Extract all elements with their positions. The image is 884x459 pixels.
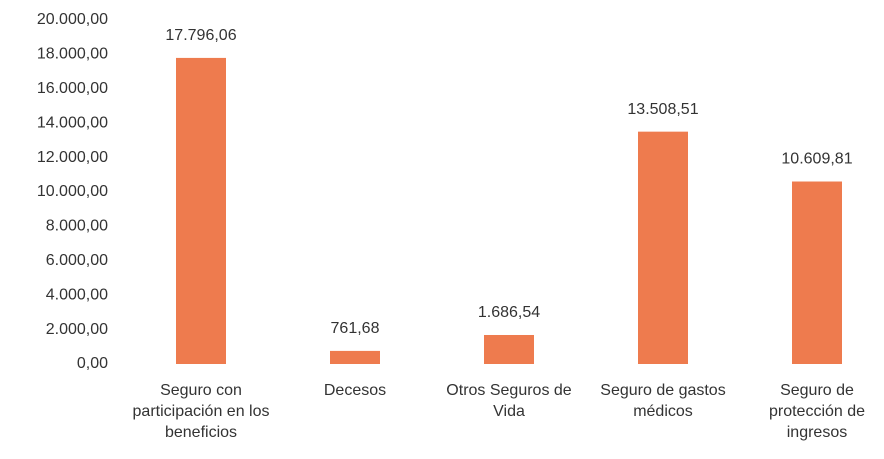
y-tick-label: 16.000,00: [37, 80, 108, 97]
x-tick-label: Decesos: [323, 382, 387, 399]
x-tick-label: Seguro con participación en los benefici…: [132, 382, 270, 441]
y-tick-label: 4.000,00: [46, 286, 108, 303]
y-tick-label: 14.000,00: [37, 114, 108, 131]
y-tick-label: 2.000,00: [46, 321, 108, 338]
value-label: 17.796,06: [165, 27, 236, 44]
x-tick-label: Seguro de gastos médicos: [600, 382, 726, 420]
y-tick-label: 12.000,00: [37, 149, 108, 166]
value-label: 13.508,51: [627, 101, 698, 118]
bar: [638, 131, 688, 364]
bar: [330, 350, 380, 364]
y-tick-label: 18.000,00: [37, 46, 108, 63]
x-tick-label: Seguro de protección de ingresos: [768, 382, 866, 441]
value-label: 1.686,54: [478, 304, 540, 321]
y-tick-label: 6.000,00: [46, 252, 108, 269]
y-tick-label: 8.000,00: [46, 218, 108, 235]
y-tick-label: 0,00: [77, 355, 108, 372]
bar: [792, 181, 842, 364]
y-tick-label: 20.000,00: [37, 11, 108, 28]
bar: [176, 57, 226, 364]
y-tick-label: 10.000,00: [37, 183, 108, 200]
value-label: 761,68: [331, 320, 380, 337]
value-label: 10.609,81: [781, 151, 852, 168]
x-tick-label: Otros Seguros de Vida: [446, 382, 572, 420]
bar: [484, 334, 534, 364]
